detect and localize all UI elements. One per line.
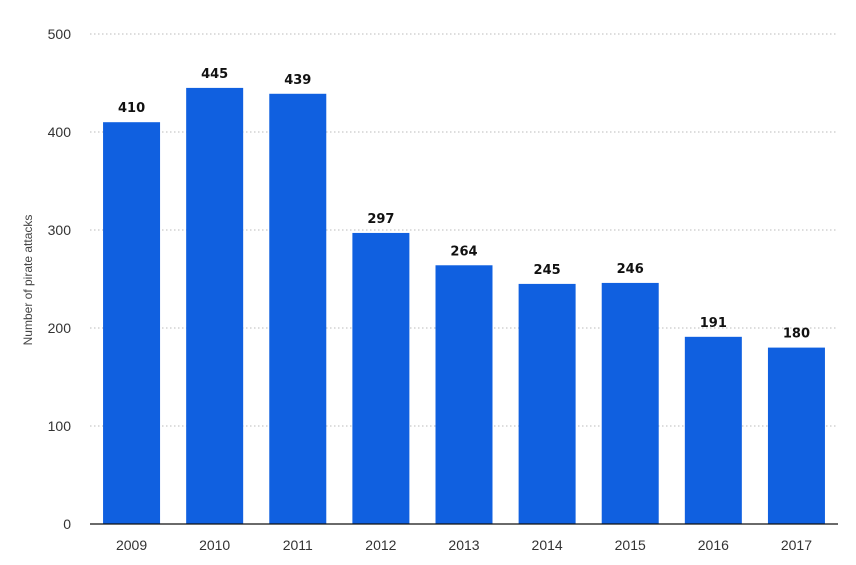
y-axis-ticks: 0 100 200 300 400 500 — [48, 26, 72, 532]
data-label: 445 — [201, 67, 228, 82]
data-label: 264 — [450, 244, 477, 259]
bar — [767, 347, 825, 524]
x-tick-label: 2015 — [615, 537, 646, 553]
y-tick-label: 200 — [48, 320, 72, 336]
y-tick-label: 100 — [48, 418, 72, 434]
y-tick-label: 500 — [48, 26, 72, 42]
data-label: 439 — [284, 73, 311, 88]
y-tick-label: 300 — [48, 222, 72, 238]
bars — [103, 87, 825, 525]
x-tick-label: 2013 — [448, 537, 479, 553]
bar — [435, 265, 493, 524]
x-tick-label: 2014 — [532, 537, 563, 553]
y-tick-label: 400 — [48, 124, 72, 140]
bar — [352, 232, 410, 524]
x-tick-label: 2016 — [698, 537, 729, 553]
data-label: 245 — [534, 263, 561, 278]
x-tick-label: 2012 — [365, 537, 396, 553]
data-label: 191 — [700, 316, 727, 331]
y-tick-label: 0 — [63, 516, 71, 532]
x-tick-label: 2009 — [116, 537, 147, 553]
bar — [684, 336, 742, 524]
x-axis-ticks: 2009 2010 2011 2012 2013 2014 2015 2016 2017 — [116, 537, 812, 553]
y-axis-title: Number of pirate attacks — [21, 215, 35, 346]
x-tick-label: 2010 — [199, 537, 230, 553]
x-tick-label: 2017 — [781, 537, 812, 553]
bar — [601, 282, 659, 524]
data-label: 410 — [118, 101, 145, 116]
x-tick-label: 2011 — [283, 537, 313, 553]
data-label: 180 — [783, 327, 810, 342]
bar — [186, 87, 244, 525]
bar — [269, 93, 327, 524]
data-label: 297 — [367, 212, 394, 227]
data-labels: 410 445 439 297 264 245 246 191 180 — [118, 67, 810, 342]
bar — [518, 283, 576, 524]
data-label: 246 — [617, 262, 644, 277]
bar — [103, 122, 161, 524]
